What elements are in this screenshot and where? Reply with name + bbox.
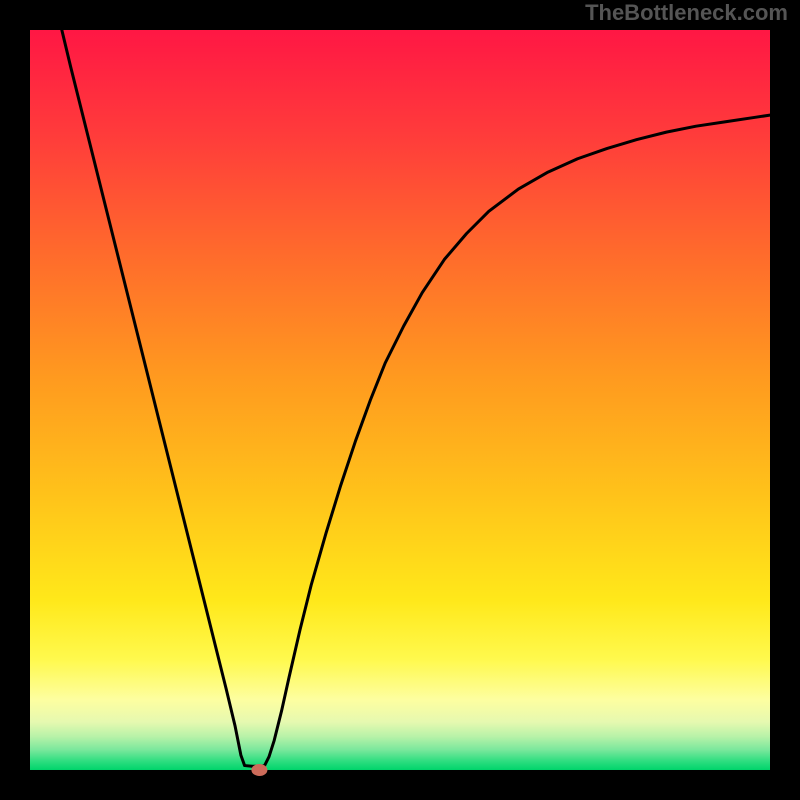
watermark-label: TheBottleneck.com bbox=[585, 0, 788, 26]
chart-svg bbox=[0, 0, 800, 800]
optimum-marker bbox=[251, 764, 267, 776]
chart-background-gradient bbox=[30, 30, 770, 770]
